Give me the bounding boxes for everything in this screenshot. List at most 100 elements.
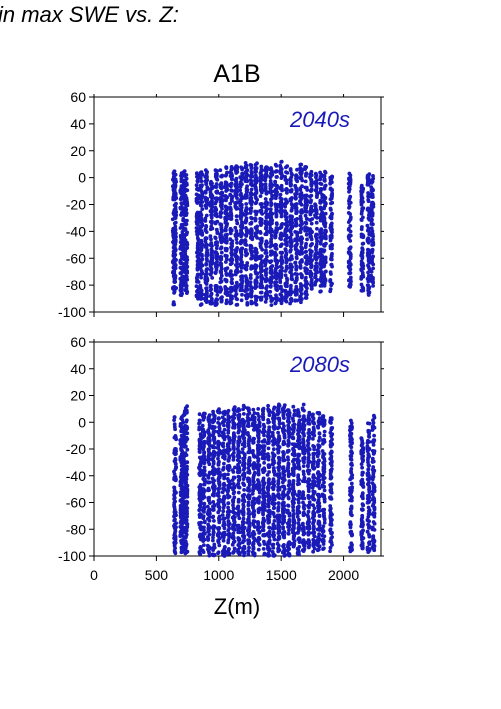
data-point bbox=[226, 472, 230, 477]
data-point bbox=[210, 186, 215, 191]
data-point bbox=[221, 420, 225, 425]
data-point bbox=[240, 221, 244, 226]
data-point bbox=[268, 285, 273, 289]
data-point bbox=[199, 197, 204, 201]
data-point bbox=[183, 227, 188, 232]
data-point bbox=[303, 292, 308, 296]
data-point bbox=[184, 518, 189, 522]
data-point bbox=[236, 528, 241, 533]
data-point bbox=[246, 442, 251, 446]
data-point bbox=[348, 217, 353, 222]
data-point bbox=[235, 267, 240, 272]
data-point bbox=[174, 196, 179, 201]
data-point bbox=[213, 184, 218, 189]
data-point bbox=[249, 209, 253, 214]
data-point bbox=[265, 220, 269, 224]
data-point bbox=[329, 226, 334, 230]
data-point bbox=[298, 187, 303, 192]
data-point bbox=[223, 173, 228, 178]
data-point bbox=[366, 198, 371, 202]
data-point bbox=[283, 210, 288, 215]
data-point bbox=[239, 298, 244, 303]
data-point bbox=[254, 234, 258, 239]
data-point bbox=[371, 203, 375, 208]
data-point bbox=[252, 454, 256, 459]
data-point bbox=[239, 278, 244, 282]
data-point bbox=[360, 225, 364, 229]
data-point bbox=[234, 167, 239, 172]
data-point bbox=[214, 196, 219, 201]
data-point bbox=[300, 258, 304, 262]
data-point bbox=[204, 250, 209, 255]
data-point bbox=[172, 492, 177, 497]
data-point bbox=[323, 211, 328, 216]
data-point bbox=[173, 546, 178, 550]
data-point bbox=[293, 280, 298, 285]
data-point bbox=[184, 285, 189, 290]
data-point bbox=[208, 234, 213, 239]
data-point bbox=[308, 248, 312, 253]
data-point bbox=[173, 529, 178, 534]
data-point bbox=[243, 220, 248, 224]
data-point bbox=[260, 268, 264, 273]
data-point bbox=[230, 198, 234, 203]
data-point bbox=[329, 283, 334, 288]
data-point bbox=[274, 214, 279, 219]
data-point bbox=[183, 201, 188, 206]
data-point bbox=[172, 422, 177, 426]
data-point bbox=[252, 536, 256, 540]
data-point bbox=[227, 456, 232, 460]
data-point bbox=[237, 536, 242, 541]
data-point bbox=[253, 278, 258, 283]
data-point bbox=[183, 439, 188, 444]
data-point bbox=[185, 525, 190, 529]
data-point bbox=[209, 194, 213, 199]
data-point bbox=[183, 249, 188, 254]
data-point bbox=[228, 193, 233, 198]
data-point bbox=[241, 467, 246, 472]
data-point bbox=[212, 414, 217, 418]
data-point bbox=[238, 282, 243, 287]
data-point bbox=[197, 421, 201, 426]
data-point bbox=[213, 236, 218, 241]
data-point bbox=[269, 233, 274, 238]
data-point bbox=[195, 246, 200, 250]
data-point bbox=[284, 248, 288, 253]
data-point bbox=[198, 224, 203, 229]
data-point bbox=[219, 264, 224, 269]
data-point bbox=[230, 239, 235, 244]
data-point bbox=[185, 291, 189, 295]
data-point bbox=[202, 478, 207, 482]
data-point bbox=[275, 169, 279, 174]
data-point bbox=[185, 509, 189, 513]
data-point bbox=[315, 226, 319, 231]
data-point bbox=[173, 216, 178, 221]
data-point bbox=[244, 216, 249, 221]
data-point bbox=[204, 274, 209, 279]
data-point bbox=[226, 495, 230, 500]
data-point bbox=[279, 160, 284, 164]
data-point bbox=[305, 237, 309, 242]
data-point bbox=[254, 196, 258, 201]
data-point bbox=[184, 532, 189, 537]
data-point bbox=[172, 188, 177, 193]
data-point bbox=[284, 217, 289, 222]
data-point bbox=[318, 181, 323, 186]
data-point bbox=[310, 217, 315, 221]
data-point bbox=[244, 202, 249, 206]
data-point bbox=[330, 200, 334, 205]
data-point bbox=[258, 230, 263, 234]
data-point bbox=[230, 177, 234, 181]
data-point bbox=[239, 238, 244, 243]
data-point bbox=[369, 273, 374, 278]
data-point bbox=[314, 269, 319, 274]
data-point bbox=[235, 259, 239, 264]
data-point bbox=[314, 251, 318, 256]
data-point bbox=[226, 538, 231, 542]
data-point bbox=[284, 170, 288, 175]
data-point bbox=[248, 273, 253, 277]
data-point bbox=[223, 228, 228, 233]
data-point bbox=[198, 462, 203, 467]
data-point bbox=[222, 503, 227, 507]
data-point bbox=[200, 254, 204, 258]
